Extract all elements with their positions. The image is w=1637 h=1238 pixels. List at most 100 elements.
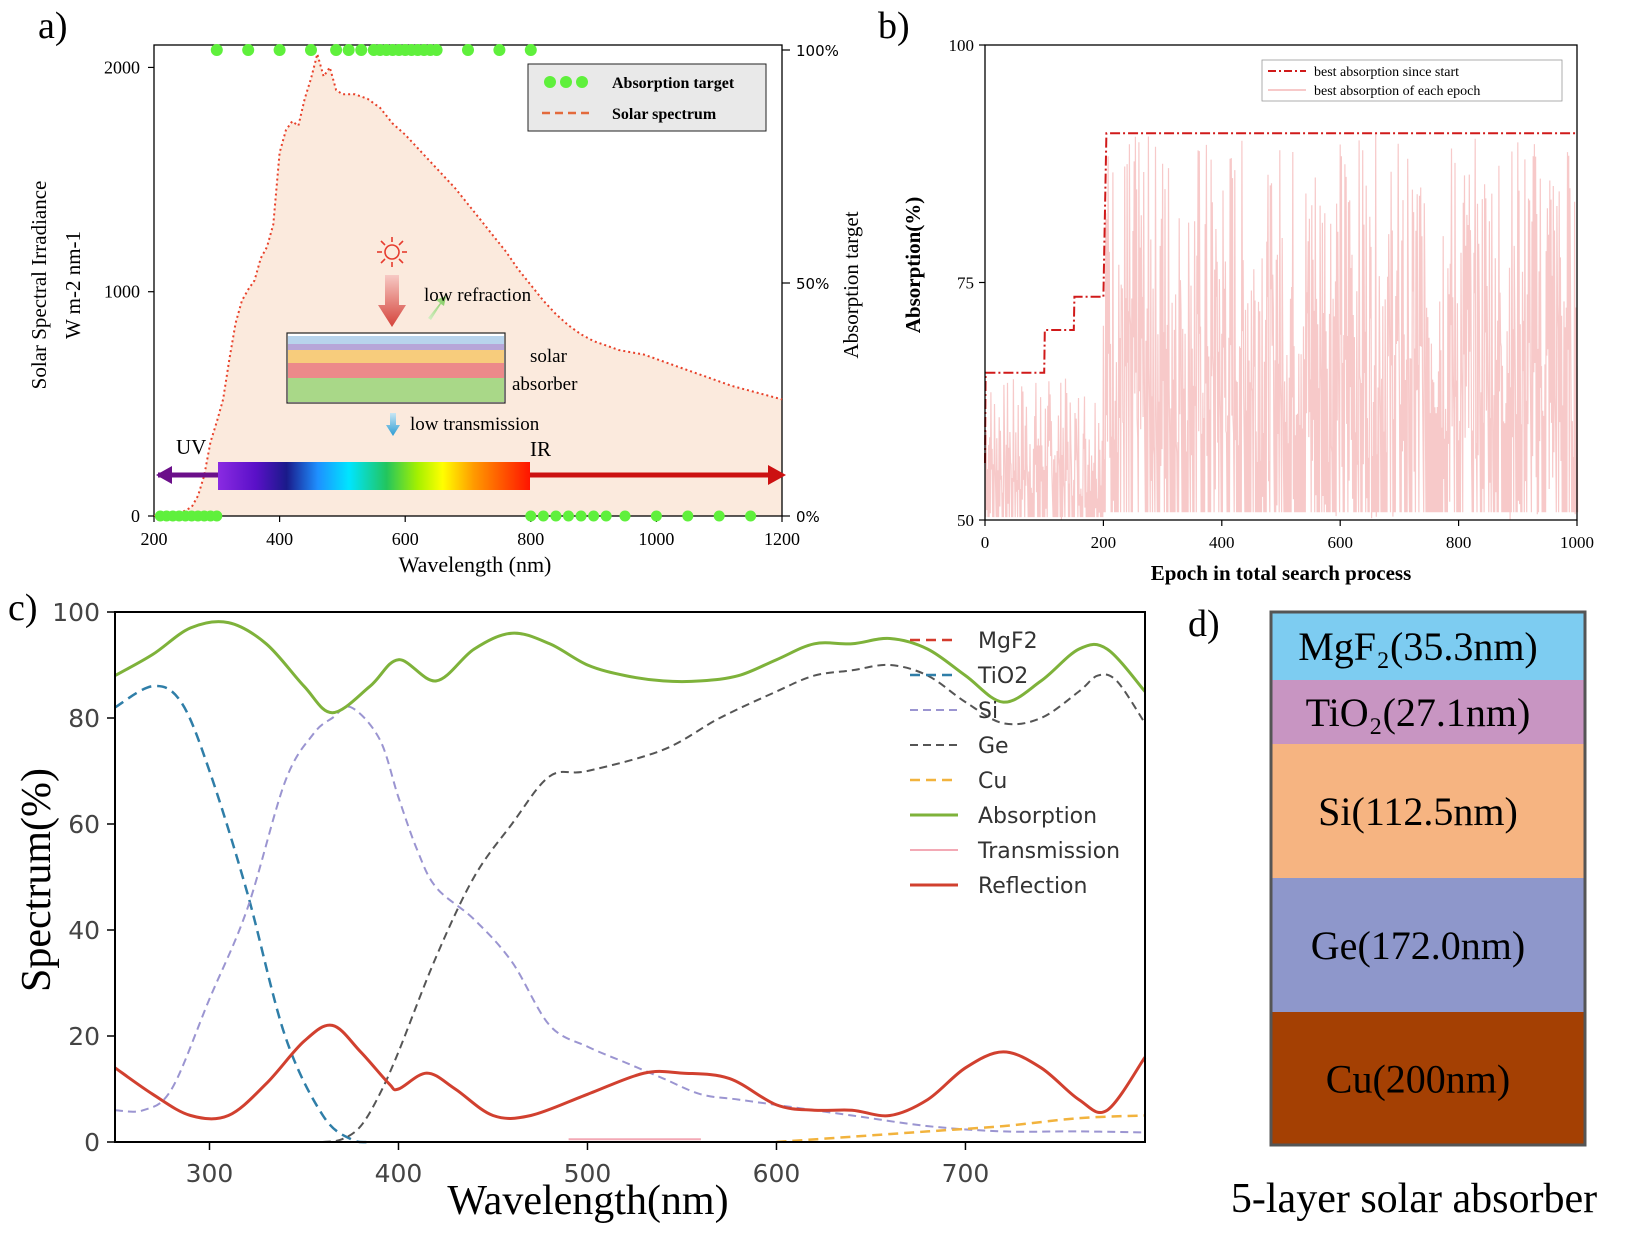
- x-tick-label: 1200: [764, 529, 800, 549]
- y-tick-label: 20: [68, 1022, 100, 1051]
- legend-best-epoch-label: best absorption of each epoch: [1314, 84, 1480, 99]
- x-tick-label: 800: [1446, 533, 1472, 552]
- inset-layer-ge: [288, 363, 504, 378]
- target-marker-top: [273, 44, 286, 56]
- layer-3: [1271, 878, 1585, 1012]
- absorption-target-markers: [154, 44, 757, 522]
- sun-icon: [377, 237, 407, 267]
- target-marker-bottom: [550, 510, 562, 522]
- x-tick-label: 700: [942, 1159, 990, 1188]
- target-marker-bottom: [682, 510, 694, 522]
- layer-label: Cu(200nm): [1326, 1057, 1510, 1102]
- x-tick-label: 1000: [1560, 533, 1594, 552]
- panel-a-ylabel-right: Absorption target: [839, 211, 863, 358]
- layer-stack-frame: [1269, 610, 1587, 1147]
- y-tick-label: 1000: [104, 282, 140, 302]
- target-marker-top: [493, 44, 506, 56]
- target-marker-bottom: [562, 510, 574, 522]
- panel-a-ylabel: Solar Spectral Irradiance: [27, 181, 51, 390]
- panel-b-y-ticks: 50 75 100: [949, 36, 985, 530]
- target-marker-top: [462, 44, 474, 56]
- panel-a-right-ticks: 0% 50% 100%: [782, 42, 839, 526]
- legend-cu-label: Cu: [978, 769, 1007, 794]
- inset-absorber-label: absorber: [512, 374, 578, 395]
- y-tick-label: 60: [68, 810, 100, 839]
- si-line: [114, 705, 1146, 1134]
- layer-label: MgF₂(35.3nm): [1298, 624, 1538, 669]
- right-tick-label: 50%: [796, 275, 829, 293]
- panel-c-series: [114, 620, 1147, 1144]
- panel-b-label: b): [878, 5, 910, 47]
- x-tick-label: 300: [186, 1159, 234, 1188]
- best-each-epoch-series: [984, 133, 1579, 520]
- target-marker-bottom: [211, 510, 223, 522]
- best-since-start-line: [984, 132, 1577, 464]
- tio2-line: [114, 684, 371, 1144]
- y-tick-label: 75: [957, 274, 974, 293]
- x-tick-label: 400: [1209, 533, 1235, 552]
- panel-d: d) MgF₂(35.3nm) TiO₂(27.1nm) Si(112.5nm) Ge…: [1188, 603, 1597, 1222]
- target-marker-bottom: [525, 510, 537, 522]
- panel-a-label: a): [38, 5, 68, 47]
- inset-layer-tio2: [288, 344, 504, 350]
- panel-b-ylabel: Absorption(%): [901, 197, 925, 334]
- x-tick-label: 1000: [638, 529, 674, 549]
- layer-label: Ge(172.0nm): [1311, 923, 1525, 968]
- x-tick-label: 200: [1091, 533, 1117, 552]
- y-tick-label: 100: [52, 598, 100, 627]
- y-tick-label: 80: [68, 704, 100, 733]
- legend-ge-label: Ge: [978, 734, 1009, 759]
- layer-2: [1271, 744, 1585, 878]
- reflection-arrow-icon: [428, 296, 446, 320]
- y-tick-label: 100: [949, 36, 975, 55]
- panel-a-y-ticks: 0 1000 2000: [104, 57, 154, 526]
- solar-absorber-inset: low refraction solar absorber low transm…: [286, 237, 578, 436]
- panel-d-title: 5-layer solar absorber: [1231, 1176, 1597, 1222]
- low-transmission-label: low transmission: [410, 414, 540, 435]
- layer-stack: MgF₂(35.3nm) TiO₂(27.1nm) Si(112.5nm) Ge(17…: [1271, 612, 1585, 1145]
- x-tick-label: 500: [564, 1159, 612, 1188]
- panel-c-frame: [114, 611, 1146, 1143]
- solar-spectrum-line: [153, 50, 783, 517]
- panel-a: a) 200 400 600 800 1000 1200 0 1000 2000 0% 50% 1…: [27, 5, 863, 577]
- x-tick-label: 800: [517, 529, 544, 549]
- target-marker-top: [430, 44, 443, 56]
- right-tick-label: 100%: [796, 42, 839, 60]
- y-tick-label: 2000: [104, 57, 140, 77]
- legend-target-label: Absorption target: [612, 75, 735, 92]
- target-marker-top: [210, 44, 223, 56]
- x-tick-label: 400: [266, 529, 293, 549]
- panel-c-y-ticks: 0 20 40 60 80 100: [52, 598, 115, 1157]
- layer-label: Si(112.5nm): [1318, 789, 1518, 834]
- y-tick-label: 40: [68, 916, 100, 945]
- panel-a-x-ticks: 200 400 600 800 1000 1200: [141, 516, 800, 549]
- y-tick-label: 0: [84, 1128, 100, 1157]
- ge-line: [322, 663, 1146, 1143]
- panel-a-legend: Absorption target Solar spectrum: [527, 63, 767, 132]
- legend-tio2-label: TiO2: [977, 664, 1028, 689]
- panel-b-legend: best absorption since start best absorpt…: [1261, 59, 1563, 102]
- spectrum-bar: UV IR: [156, 435, 786, 490]
- layer-label: TiO₂(27.1nm): [1306, 690, 1531, 735]
- x-tick-label: 200: [141, 529, 168, 549]
- ir-label: IR: [530, 437, 551, 461]
- transmission-arrow-icon: [386, 413, 400, 436]
- panel-a-xlabel: Wavelength (nm): [399, 552, 552, 577]
- target-marker-bottom: [537, 510, 549, 522]
- x-tick-label: 0: [981, 533, 990, 552]
- x-tick-label: 600: [392, 529, 419, 549]
- x-tick-label: 600: [1327, 533, 1353, 552]
- right-tick-label: 0%: [796, 508, 820, 526]
- panel-b-x-ticks: 0 200 400 600 800 1000: [981, 520, 1594, 552]
- target-marker-bottom: [588, 510, 600, 522]
- target-marker-bottom: [650, 510, 662, 522]
- target-marker-bottom: [713, 510, 725, 522]
- panel-c-x-ticks: 300 400 500 600 700: [186, 1142, 990, 1188]
- inset-layer-mgf2: [288, 336, 504, 344]
- uv-label: UV: [176, 435, 206, 459]
- legend-transmission-label: Transmission: [977, 839, 1120, 864]
- target-marker-bottom: [745, 510, 757, 522]
- panel-c: c) 300 400 500 600 700 0 20 40 60 80 100 MgF2 TiO2…: [8, 587, 1147, 1224]
- target-marker-top: [355, 44, 368, 56]
